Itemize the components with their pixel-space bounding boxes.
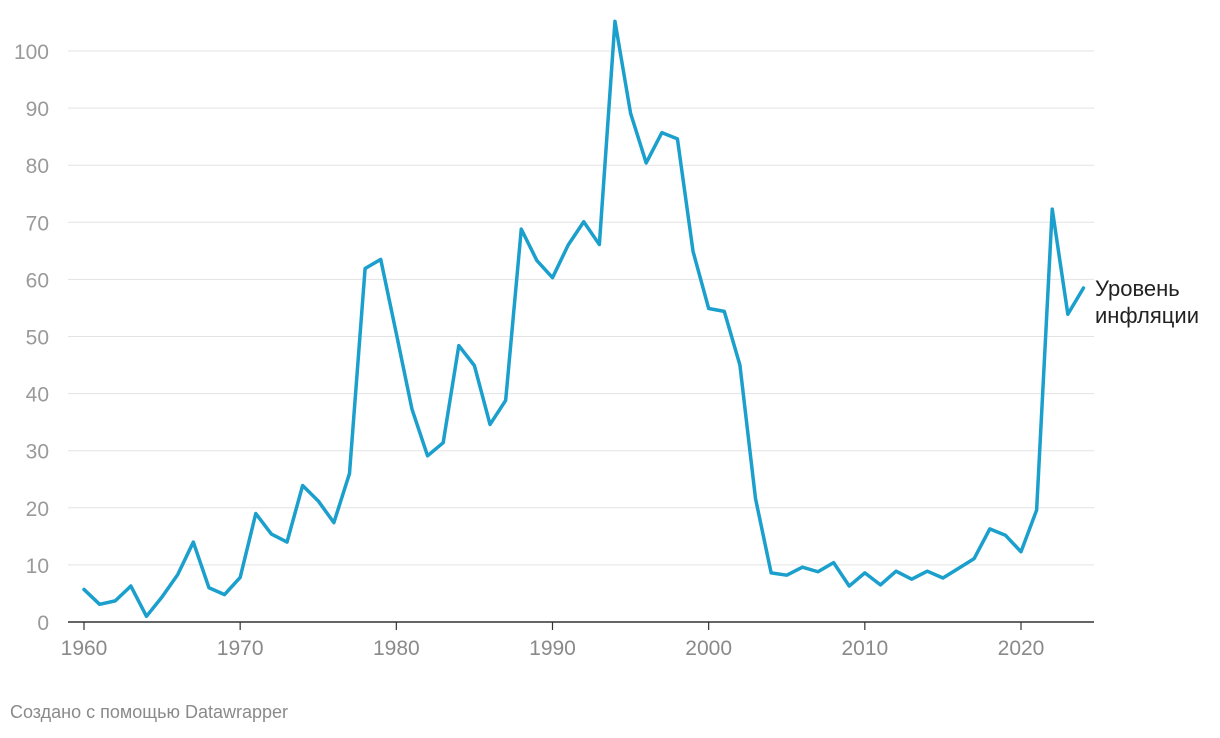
y-tick-label: 90 bbox=[26, 98, 49, 121]
x-axis-ticks: 1960 1970 1980 1990 2000 2010 2020 bbox=[61, 622, 1045, 660]
y-tick-label: 70 bbox=[26, 212, 49, 235]
y-tick-label: 50 bbox=[26, 327, 49, 350]
series-line-inflation bbox=[82, 19, 1086, 619]
x-tick-label: 2010 bbox=[841, 637, 888, 660]
x-tick-label: 1960 bbox=[61, 637, 108, 660]
y-tick-label: 100 bbox=[14, 41, 49, 64]
series-label-line: инфляции bbox=[1095, 303, 1199, 328]
y-axis-ticks: 0 10 20 30 40 50 60 70 80 90 100 bbox=[14, 41, 49, 635]
y-tick-label: 0 bbox=[37, 612, 49, 635]
x-tick-label: 1980 bbox=[373, 637, 420, 660]
y-tick-label: 60 bbox=[26, 269, 49, 292]
x-tick-label: 1970 bbox=[217, 637, 264, 660]
y-tick-label: 40 bbox=[26, 384, 49, 407]
y-tick-label: 30 bbox=[26, 441, 49, 464]
y-tick-label: 10 bbox=[26, 555, 49, 578]
y-tick-label: 80 bbox=[26, 155, 49, 178]
gridlines bbox=[68, 50, 1094, 566]
x-tick-label: 1990 bbox=[529, 637, 576, 660]
footer-credit: Создано с помощью Datawrapper bbox=[10, 702, 289, 722]
series-label-line: Уровень bbox=[1095, 276, 1180, 301]
x-tick-label: 2020 bbox=[998, 637, 1045, 660]
series-group: Уровень инфляции bbox=[82, 19, 1199, 619]
x-tick-label: 2000 bbox=[685, 637, 732, 660]
series-label: Уровень инфляции bbox=[1095, 276, 1199, 328]
y-tick-label: 20 bbox=[26, 498, 49, 521]
